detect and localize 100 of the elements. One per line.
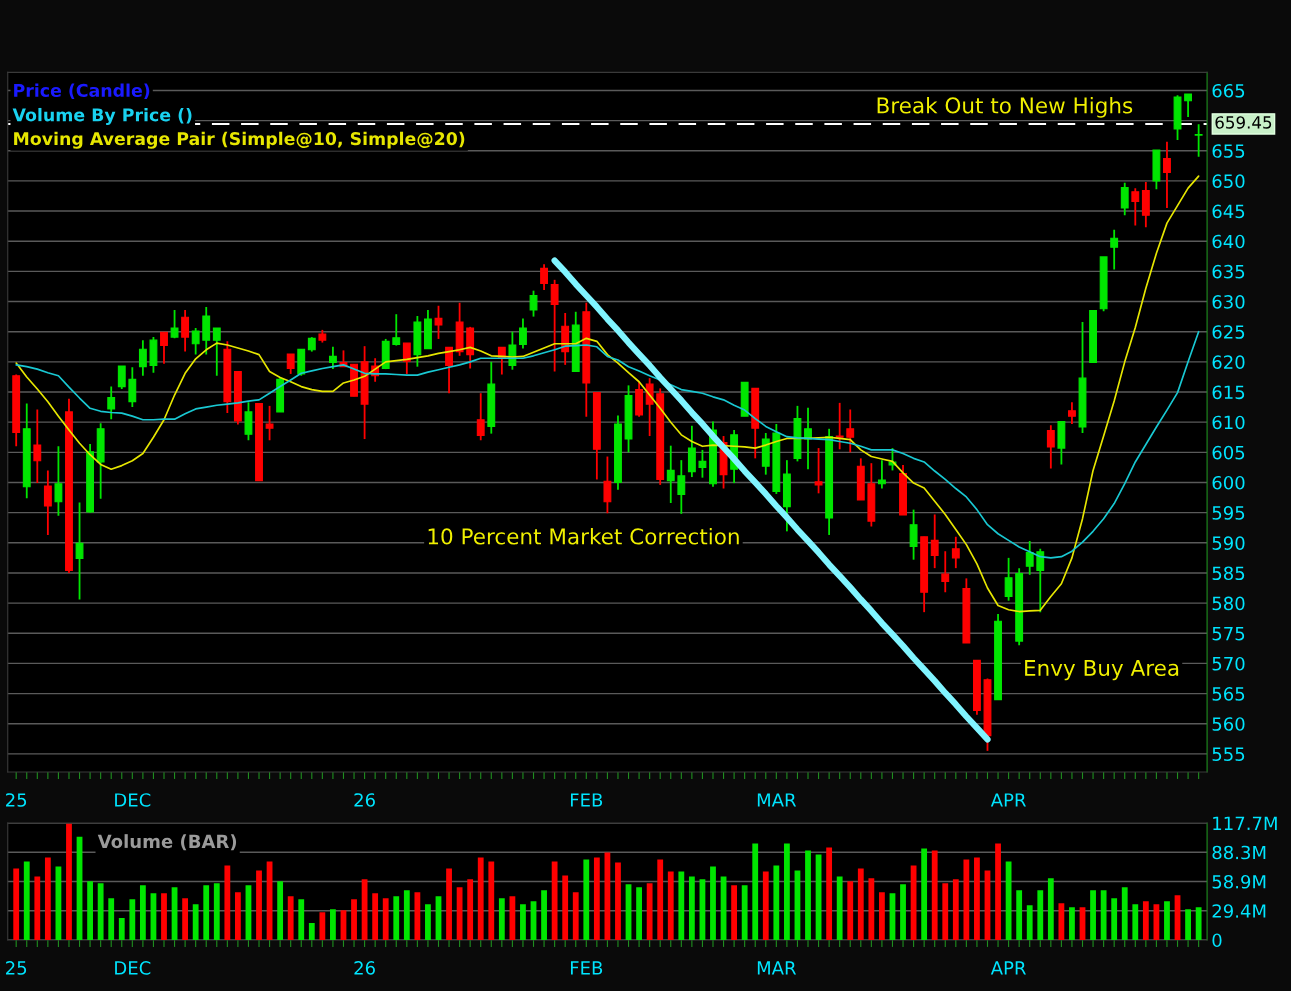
candlestick [128,366,137,408]
candlestick [540,263,549,291]
bar [182,898,189,940]
bar [192,904,199,940]
bar [963,859,970,940]
bar [509,896,516,940]
bar [762,871,769,940]
bar [1058,903,1065,940]
bar [1026,905,1033,940]
candlestick [951,535,960,570]
y-tick-label: 575 [1212,626,1245,641]
x-tick-label: 25 [6,793,27,807]
bar [330,909,336,940]
bar [1185,909,1191,940]
bar [477,857,484,940]
bar [974,857,980,940]
bar [161,893,167,940]
candlestick [687,424,696,478]
y-tick-label: 620 [1212,355,1245,369]
y-tick-label: 625 [1212,325,1245,339]
bar [1111,898,1118,940]
bar [688,876,695,940]
candlestick [1131,187,1140,227]
bar [942,883,949,940]
y-tick-label: 0 [1212,933,1222,948]
x-tick-label: 26 [354,793,375,807]
candlestick [265,404,274,442]
bar [66,823,72,940]
bar [562,875,569,940]
bar [741,885,748,940]
candlestick [1036,547,1045,614]
y-tick-label: 88.3M [1212,845,1266,860]
bar [1047,878,1054,940]
candlestick [1068,401,1076,425]
bar [520,904,526,940]
candlestick [1025,540,1034,576]
bar [879,892,885,940]
bar [731,885,738,940]
candlestick [909,508,918,561]
candlestick [286,353,295,375]
bar [319,912,326,940]
annotation: Break Out to New Highs [877,96,1133,118]
candlestick [43,469,52,536]
bar [583,859,590,940]
bar [646,883,653,940]
y-tick-label: 58.9M [1212,874,1266,889]
candlestick [814,447,823,495]
bar [393,896,400,940]
candlestick [804,406,812,471]
candlestick [117,365,126,390]
y-tick-label: 585 [1212,566,1245,581]
candlestick [1004,556,1013,602]
bar [308,923,315,940]
candlestick [191,327,200,356]
candlestick [33,408,42,484]
candlestick [181,309,190,353]
x-tick-label: DEC [115,961,151,975]
bar [34,876,41,940]
line-series [15,175,1200,613]
y-tick-label: 590 [1212,536,1245,550]
candlestick [1184,93,1193,118]
y-tick-label: 570 [1212,656,1245,671]
y-tick-label: 117.7M [1213,816,1277,830]
bar [931,850,938,940]
candlestick [698,449,707,479]
bar [277,881,284,940]
bar [287,896,294,940]
x-tick-label: FEB [570,961,603,975]
candlestick [107,385,116,421]
candlestick [244,401,253,442]
bar [868,878,875,940]
y-tick-label: 595 [1212,506,1245,520]
annotation: Price (Candle) [14,83,150,100]
bar [921,848,928,940]
candlestick [160,331,168,365]
x-tick-label: MAR [757,793,797,807]
candlestick [941,550,950,594]
candlestick [846,408,855,454]
bar [1100,890,1107,940]
bar [657,859,664,940]
bar [456,887,463,940]
bar [23,861,30,940]
bar [498,898,505,940]
y-tick-label: 640 [1212,234,1245,249]
bar [414,892,421,940]
bar [235,892,241,940]
bar [139,885,146,940]
y-tick-label: 650 [1212,174,1245,189]
candlestick [1046,424,1055,470]
bar [97,883,104,940]
y-tick-label: 605 [1212,445,1245,460]
bar [467,879,474,940]
x-tick-label: DEC [115,793,151,807]
candlestick [328,345,337,370]
bar [108,898,115,940]
bar [1005,861,1012,940]
bar [403,890,410,940]
x-tick-label: 25 [6,961,27,975]
bar [995,843,1001,940]
y-tick-label: 580 [1212,596,1245,611]
